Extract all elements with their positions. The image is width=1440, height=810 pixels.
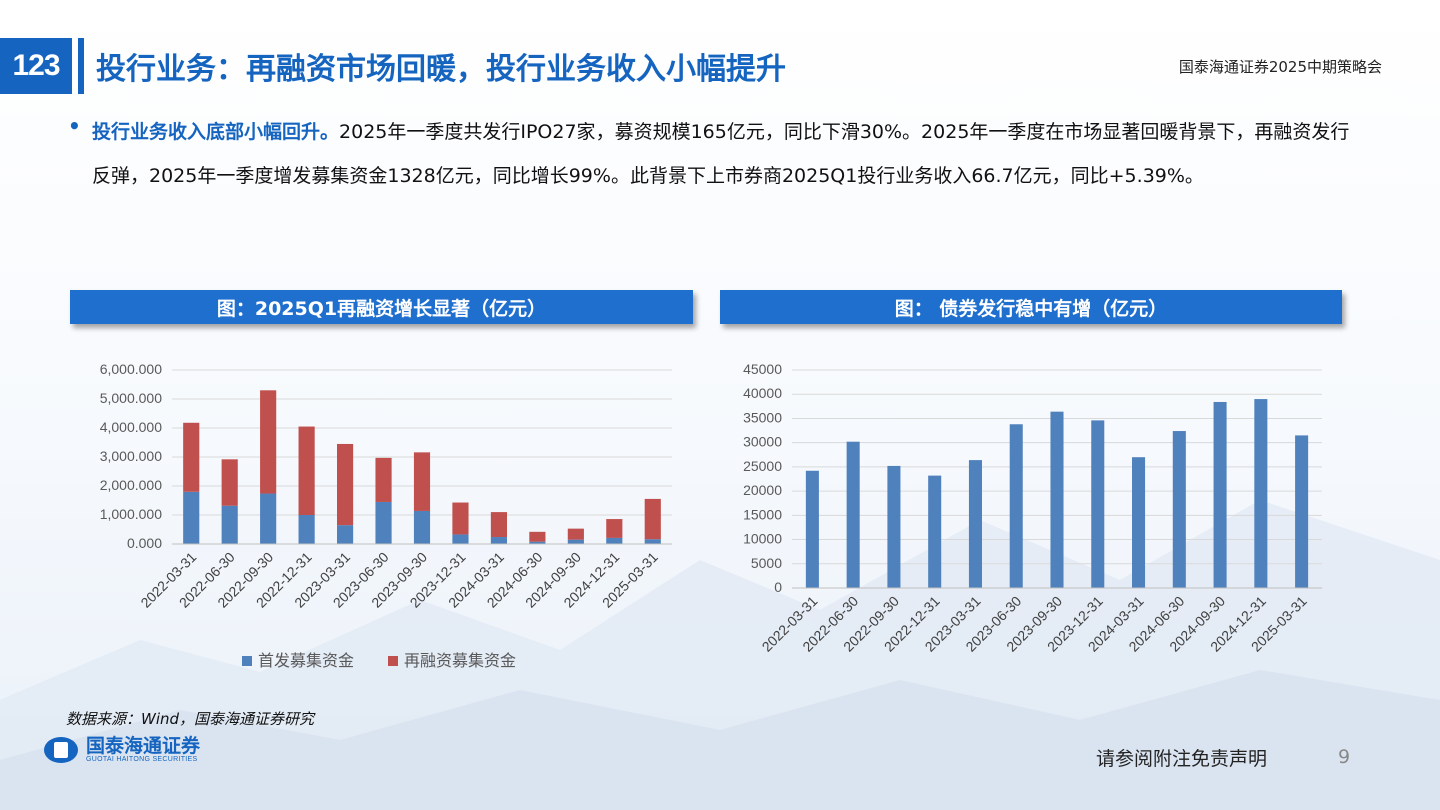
y-tick-label: 5000 bbox=[751, 555, 782, 571]
y-tick-label: 40000 bbox=[743, 385, 782, 401]
company-logo: 国泰海通证券 GUOTAI HAITONG SECURITIES bbox=[44, 736, 200, 763]
bar bbox=[452, 534, 469, 544]
bar bbox=[298, 426, 315, 515]
bar bbox=[1172, 431, 1186, 588]
page-number: 9 bbox=[1338, 746, 1351, 768]
y-tick-label: 15000 bbox=[743, 506, 782, 522]
section-number-badge: 123 bbox=[0, 38, 72, 94]
logo-name-cn: 国泰海通证券 bbox=[86, 735, 201, 757]
bar bbox=[567, 539, 584, 544]
y-tick-label: 0.000 bbox=[127, 535, 162, 551]
y-tick-label: 10000 bbox=[743, 531, 782, 547]
bar bbox=[375, 457, 392, 502]
bar bbox=[490, 512, 507, 538]
bar bbox=[1009, 424, 1023, 588]
y-tick-label: 20000 bbox=[743, 482, 782, 498]
bar bbox=[221, 459, 238, 506]
y-tick-label: 45000 bbox=[743, 361, 782, 377]
bullet-marker: • bbox=[68, 114, 81, 138]
summary-text: 2025年一季度共发行IPO27家，募资规模165亿元，同比下滑30%。2025… bbox=[92, 121, 1350, 187]
bar bbox=[1213, 401, 1227, 588]
bar bbox=[1132, 457, 1146, 588]
legend-label: 再融资募集资金 bbox=[404, 652, 516, 670]
bar bbox=[606, 519, 623, 538]
disclaimer: 请参阅附注免责声明 bbox=[1096, 748, 1268, 770]
right-chart-title: 图： 债券发行稳中有增（亿元） bbox=[720, 290, 1342, 324]
bar bbox=[529, 531, 546, 542]
data-source: 数据来源：Wind，国泰海通证券研究 bbox=[66, 710, 315, 728]
y-tick-label: 0 bbox=[774, 579, 782, 595]
bar bbox=[1050, 411, 1064, 588]
summary-highlight: 投行业务收入底部小幅回升。 bbox=[92, 121, 340, 143]
bar bbox=[221, 505, 238, 544]
page-title: 投行业务：再融资市场回暖，投行业务收入小幅提升 bbox=[96, 52, 786, 87]
bar bbox=[183, 422, 200, 492]
legend-label: 首发募集资金 bbox=[258, 652, 354, 670]
event-name: 国泰海通证券2025中期策略会 bbox=[1178, 58, 1382, 76]
legend-swatch bbox=[388, 656, 398, 666]
y-tick-label: 1,000.000 bbox=[100, 506, 162, 522]
bar bbox=[337, 443, 354, 526]
legend-swatch bbox=[242, 656, 252, 666]
bar bbox=[606, 537, 623, 544]
bar bbox=[337, 525, 354, 544]
summary-paragraph: 投行业务收入底部小幅回升。2025年一季度共发行IPO27家，募资规模165亿元… bbox=[92, 110, 1362, 198]
y-tick-label: 30000 bbox=[743, 434, 782, 450]
bar bbox=[452, 502, 469, 535]
bar bbox=[887, 465, 901, 588]
y-tick-label: 5,000.000 bbox=[100, 390, 162, 406]
bar bbox=[490, 537, 507, 544]
bar bbox=[413, 510, 431, 544]
bar bbox=[260, 390, 277, 494]
bond-issuance-bar-chart: 0 5000 10000 15000 20000 25000 30000 35000 40000… bbox=[743, 361, 1322, 655]
bar bbox=[260, 493, 277, 544]
bar bbox=[846, 441, 860, 588]
y-tick-label: 3,000.000 bbox=[100, 448, 162, 464]
y-tick-label: 4,000.000 bbox=[100, 419, 162, 435]
bar bbox=[567, 528, 584, 540]
y-tick-label: 2,000.000 bbox=[100, 477, 162, 493]
bar bbox=[413, 452, 431, 511]
logo-icon bbox=[44, 736, 78, 763]
bar bbox=[183, 491, 200, 544]
title-accent-bar bbox=[78, 38, 84, 94]
bar bbox=[298, 515, 315, 544]
y-tick-label: 6,000.000 bbox=[100, 361, 162, 377]
refinancing-stacked-bar-chart: 0.000 1,000.000 2,000.000 3,000.000 4,000.00… bbox=[100, 361, 672, 670]
bar bbox=[928, 475, 942, 588]
bar bbox=[644, 498, 661, 540]
y-tick-label: 25000 bbox=[743, 458, 782, 474]
bar bbox=[1254, 399, 1268, 588]
bar bbox=[644, 539, 661, 544]
left-chart-title: 图：2025Q1再融资增长显著（亿元） bbox=[70, 290, 693, 324]
bar bbox=[805, 470, 819, 588]
y-tick-label: 35000 bbox=[743, 409, 782, 425]
logo-name-en: GUOTAI HAITONG SECURITIES bbox=[86, 756, 198, 763]
bar bbox=[375, 501, 392, 544]
bar bbox=[968, 460, 982, 588]
bar bbox=[1295, 435, 1309, 588]
bar bbox=[1091, 420, 1105, 588]
bar bbox=[529, 541, 546, 544]
